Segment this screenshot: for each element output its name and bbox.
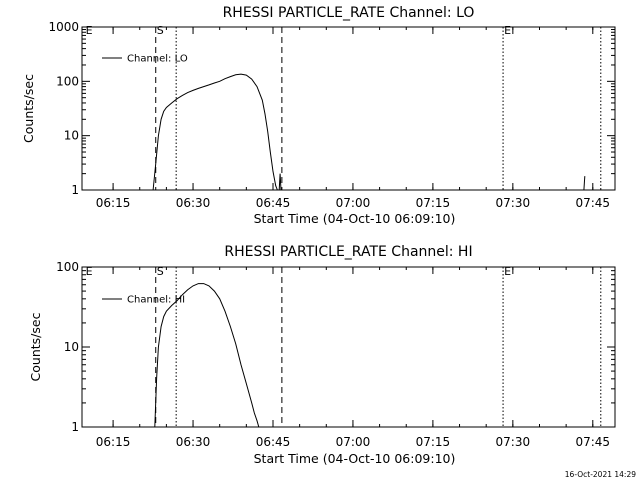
x-tick-label: 07:00 xyxy=(336,435,371,449)
x-tick-label: 07:45 xyxy=(575,196,610,210)
marker-flag-label: E xyxy=(504,24,511,37)
x-tick-label: 06:15 xyxy=(96,196,131,210)
panel-lo-channel: RHESSI PARTICLE_RATE Channel: LO 06:15 06:… xyxy=(21,5,616,226)
marker-flag-label: E xyxy=(504,265,511,278)
y-tick-label: 100 xyxy=(56,74,79,88)
series-line xyxy=(278,173,282,191)
legend-entry: Channel: HI xyxy=(127,295,185,306)
x-tick-label: 07:15 xyxy=(416,196,451,210)
marker-flag-label: E xyxy=(86,265,93,278)
x-tick-label: 06:45 xyxy=(256,435,291,449)
panel-hi-channel: RHESSI PARTICLE_RATE Channel: HI 06:15 06:… xyxy=(28,244,616,466)
y-tick-label: 10 xyxy=(64,340,79,354)
series-line xyxy=(583,176,586,191)
x-tick-label: 06:30 xyxy=(176,435,211,449)
y-tick-label: 100 xyxy=(56,260,79,274)
marker-flag-label: S xyxy=(157,265,164,278)
x-tick-label: 06:15 xyxy=(96,435,131,449)
series-line xyxy=(154,283,260,428)
x-tick-label: 07:15 xyxy=(416,435,451,449)
y-tick-label: 1000 xyxy=(48,20,79,34)
x-tick-label: 07:30 xyxy=(496,196,531,210)
y-tick-label: 1 xyxy=(71,420,79,434)
chart-title: RHESSI PARTICLE_RATE Channel: HI xyxy=(224,244,472,260)
x-tick-label: 06:45 xyxy=(256,196,291,210)
x-tick-label: 07:30 xyxy=(496,435,531,449)
x-axis-label: Start Time (04-Oct-10 06:09:10) xyxy=(254,451,456,466)
x-axis-label: Start Time (04-Oct-10 06:09:10) xyxy=(254,211,456,226)
x-tick-label: 06:30 xyxy=(176,196,211,210)
marker-flag-label: S xyxy=(157,24,164,37)
marker-flag-label: E xyxy=(86,24,93,37)
x-tick-label: 07:00 xyxy=(336,196,371,210)
series-line xyxy=(152,73,278,191)
y-axis-label: Counts/sec xyxy=(28,312,43,381)
y-tick-label: 1 xyxy=(71,183,79,197)
x-tick-label: 07:45 xyxy=(575,435,610,449)
footer-timestamp: 16-Oct-2021 14:29 xyxy=(565,470,636,479)
plot-frame xyxy=(81,26,616,191)
y-axis-label: Counts/sec xyxy=(21,74,36,143)
plot-frame xyxy=(81,266,616,428)
chart-title: RHESSI PARTICLE_RATE Channel: LO xyxy=(223,5,475,21)
y-tick-label: 10 xyxy=(64,129,79,143)
legend-entry: Channel: LO xyxy=(127,54,188,65)
